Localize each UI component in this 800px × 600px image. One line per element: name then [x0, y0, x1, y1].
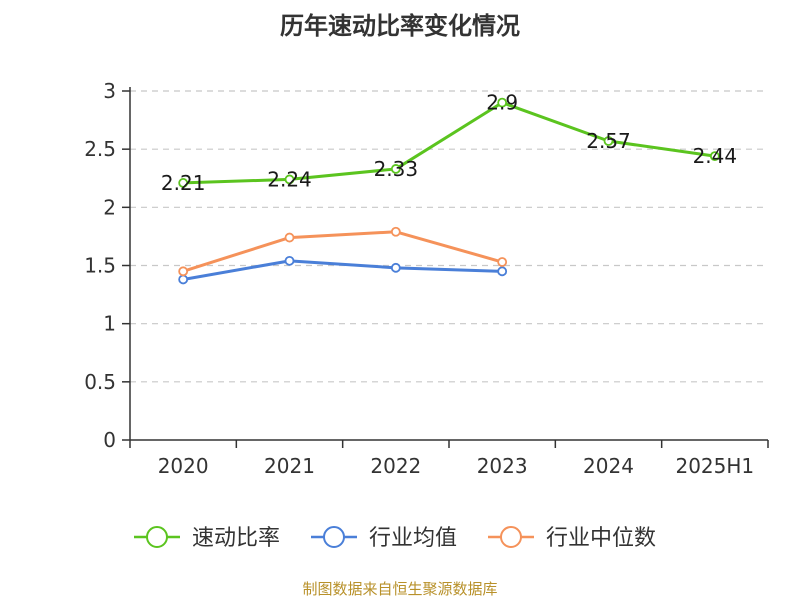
legend-swatch-marker: [323, 526, 345, 548]
data-point: [390, 226, 401, 237]
data-label: 2.57: [586, 129, 631, 153]
data-point: [284, 255, 295, 266]
y-tick-label: 1: [103, 312, 116, 336]
x-tick-label: 2023: [477, 454, 528, 478]
legend-label: 速动比率: [192, 526, 280, 551]
x-tick-label: 2025H1: [675, 454, 754, 478]
x-tick-label: 2020: [158, 454, 209, 478]
y-tick-label: 2.5: [84, 137, 116, 161]
data-point: [390, 164, 401, 174]
legend-label: 行业中位数: [546, 526, 656, 551]
data-point: [603, 136, 614, 146]
x-tick-label: 2024: [583, 454, 634, 478]
data-point: [497, 266, 508, 277]
legend-label: 行业均值: [369, 526, 457, 551]
data-label: 2.9: [486, 91, 518, 115]
x-tick-label: 2021: [264, 454, 315, 478]
data-point: [709, 151, 720, 162]
y-tick-label: 0.5: [84, 370, 116, 394]
legend-swatch-marker: [146, 526, 168, 548]
data-label: 2.44: [693, 144, 738, 168]
chart-title: 历年速动比率变化情况: [280, 12, 520, 40]
data-point: [284, 232, 295, 243]
data-point: [497, 97, 508, 108]
y-tick-label: 2: [103, 195, 116, 219]
data-label: 2.24: [267, 167, 312, 191]
y-tick-label: 1.5: [84, 254, 116, 278]
series-line: [182, 259, 503, 281]
data-point: [390, 262, 401, 273]
data-point: [284, 174, 295, 185]
legend-swatch-marker: [500, 526, 522, 548]
data-point: [497, 257, 508, 267]
data-point: [178, 178, 189, 188]
series-line: [183, 101, 716, 185]
series-line: [182, 230, 503, 273]
x-tick-label: 2022: [370, 454, 421, 478]
data-label: 2.33: [374, 157, 419, 181]
data-point: [178, 266, 189, 277]
footer-source: 制图数据来自恒生聚源数据库: [302, 580, 498, 598]
y-tick-label: 3: [103, 79, 116, 103]
data-point: [178, 274, 189, 285]
data-label: 2.21: [161, 171, 206, 195]
y-tick-label: 0: [103, 428, 116, 452]
